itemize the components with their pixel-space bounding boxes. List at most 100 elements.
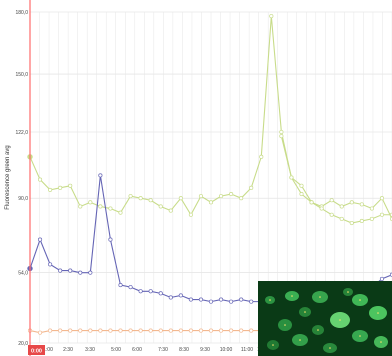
data-point (98, 328, 103, 333)
data-point (168, 328, 173, 333)
data-point (219, 328, 224, 333)
x-tick-label: 1:00 (43, 347, 53, 353)
cell-marker (299, 339, 301, 341)
cell-marker (377, 312, 379, 314)
data-point (349, 220, 354, 226)
data-point (349, 200, 354, 205)
data-point (138, 289, 143, 294)
data-point (58, 268, 63, 273)
y-tick-label: 122,0 (15, 130, 28, 136)
data-point (229, 192, 234, 197)
data-point (128, 194, 133, 199)
data-point (148, 328, 153, 333)
data-point (369, 206, 374, 211)
data-point (118, 210, 123, 215)
data-point (188, 328, 193, 333)
data-point (118, 328, 123, 333)
data-point (98, 173, 103, 178)
data-point (68, 328, 73, 333)
cell-marker (347, 291, 349, 293)
data-point (88, 328, 93, 333)
data-point (38, 177, 43, 182)
data-point (379, 276, 384, 281)
data-point (259, 154, 264, 159)
data-point (68, 268, 73, 273)
cell-marker (359, 299, 361, 301)
cell-marker (284, 324, 286, 326)
y-axis-label: Fluorescence green avg (5, 145, 11, 209)
data-point (329, 198, 334, 203)
data-point (229, 299, 234, 304)
data-point (369, 216, 374, 221)
x-tick-label: 8:30 (179, 347, 189, 353)
data-point (138, 328, 143, 333)
data-point (138, 196, 143, 201)
data-point (178, 196, 183, 201)
data-point (78, 204, 83, 209)
cell-marker (359, 335, 361, 337)
x-tick-label: 7:30 (158, 347, 168, 353)
data-point (379, 196, 384, 201)
data-point (269, 14, 274, 19)
data-point (339, 204, 344, 209)
data-point (178, 328, 183, 333)
data-point (108, 237, 113, 242)
cell-marker (319, 296, 321, 298)
data-point (68, 183, 73, 188)
cell-marker (380, 341, 382, 343)
data-point (148, 289, 153, 294)
x-tick-label: 2:30 (63, 347, 73, 353)
x-tick-label: 9:30 (200, 347, 210, 353)
cell-marker (291, 295, 293, 297)
data-point (239, 196, 244, 201)
data-point (38, 330, 43, 335)
data-point (58, 185, 63, 190)
data-point (198, 328, 203, 333)
time-cursor-badge (28, 345, 45, 355)
data-point (279, 134, 284, 139)
data-point (158, 204, 163, 209)
data-point (48, 262, 53, 267)
data-point (309, 200, 314, 205)
data-point (188, 212, 193, 217)
data-point (108, 206, 113, 211)
data-point (279, 129, 284, 135)
y-tick-label: 54,0 (18, 271, 28, 277)
y-tick-label: 90,0 (18, 196, 28, 202)
data-point (98, 204, 103, 209)
data-point (158, 328, 163, 333)
data-point (38, 237, 43, 242)
data-point (198, 194, 203, 199)
data-point (178, 293, 183, 298)
y-tick-label: 20,0 (18, 341, 28, 347)
data-point (208, 328, 214, 333)
data-point (239, 328, 244, 333)
data-point (319, 206, 324, 211)
data-point (198, 297, 203, 302)
data-point (219, 194, 224, 199)
data-point (249, 185, 254, 190)
data-point (168, 295, 173, 300)
cell-marker (339, 319, 341, 321)
data-point (229, 328, 234, 333)
data-point (48, 328, 53, 333)
data-point (118, 283, 123, 288)
data-point (48, 187, 53, 192)
data-point (108, 328, 113, 333)
data-point (78, 270, 83, 275)
data-point (249, 328, 254, 333)
y-tick-label: 150,0 (15, 72, 28, 78)
cell-marker (304, 311, 306, 313)
data-point (158, 291, 163, 296)
data-point (239, 297, 244, 302)
data-point (88, 270, 93, 275)
data-point (128, 285, 133, 290)
data-point (78, 328, 83, 333)
data-point (208, 299, 214, 304)
data-point (359, 202, 364, 207)
y-tick-label: 180,0 (15, 10, 28, 16)
cell-marker (317, 329, 319, 331)
x-tick-label: 10:00 (220, 347, 233, 353)
data-point (188, 297, 193, 302)
